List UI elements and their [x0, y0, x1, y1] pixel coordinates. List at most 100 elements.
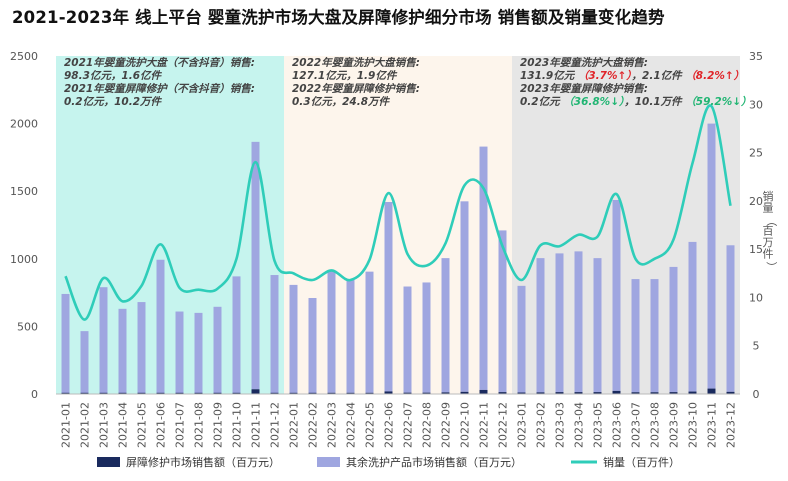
bar-barrier-2023-09: [669, 392, 678, 394]
annotation-line: 2023年婴童屏障修护销售:: [520, 82, 648, 95]
bar-other-2022-02: [308, 298, 317, 394]
x-tick-label: 2022-06: [383, 402, 396, 448]
bar-other-2023-11: [707, 123, 716, 389]
bar-barrier-2022-05: [365, 392, 374, 394]
bar-barrier-2021-11: [251, 389, 260, 394]
bar-other-2022-04: [346, 279, 355, 393]
annotation-segment: 127.1亿元，1.9亿件: [292, 69, 398, 82]
bar-other-2023-09: [669, 266, 678, 393]
annotation-segment: 2021年婴童洗护大盘（不含抖音）销售:: [64, 56, 255, 69]
annotations: 2021年婴童洗护大盘（不含抖音）销售:98.3亿元，1.6亿件2021年婴童屏…: [64, 56, 752, 108]
bar-other-2021-06: [156, 259, 165, 393]
y-right-label-char: ）: [765, 262, 778, 273]
legend: 屏障修护市场销售额（百万元） 其余洗护产品市场销售额（百万元） 销量（百万件）: [97, 455, 680, 469]
bar-other-2022-12: [498, 230, 507, 393]
x-tick-label: 2021-07: [174, 402, 187, 448]
legend-swatch: [317, 457, 340, 467]
y-right-tick: 15: [749, 243, 763, 256]
bar-barrier-2021-07: [175, 392, 184, 394]
bar-barrier-2022-09: [441, 392, 450, 394]
y-right-tick: 10: [749, 291, 763, 304]
bar-other-2021-08: [194, 312, 203, 394]
year-band-2022: [284, 56, 512, 394]
bar-other-2023-06: [612, 199, 621, 391]
annotation-segment: 0.3亿元，24.8万件: [292, 95, 391, 108]
bar-other-2022-03: [327, 270, 336, 393]
bar-other-2023-02: [536, 258, 545, 393]
y-right-tick: 5: [753, 340, 760, 353]
x-tick-label: 2022-02: [307, 402, 320, 448]
x-tick-label: 2023-05: [592, 402, 605, 448]
bar-other-2021-04: [118, 308, 127, 394]
bar-other-2021-05: [137, 302, 146, 394]
x-tick-label: 2022-12: [497, 402, 510, 448]
bar-barrier-2023-08: [650, 392, 659, 394]
annotation-segment: 0.2亿元: [520, 95, 563, 108]
y-right-tick: 30: [749, 98, 763, 111]
annotation-segment: （59.2%↓）: [685, 95, 751, 108]
bar-barrier-2022-10: [460, 391, 469, 394]
annotation-line: 0.2亿元 （36.8%↓），10.1万件 （59.2%↓）: [520, 95, 752, 108]
bar-other-2022-08: [422, 282, 431, 393]
bar-other-2021-01: [61, 293, 70, 394]
bar-barrier-2022-12: [498, 392, 507, 394]
y-right-label-char: 销: [763, 189, 774, 203]
x-tick-label: 2023-09: [668, 402, 681, 448]
x-tick-label: 2023-10: [687, 402, 700, 448]
y-right-label-char: 百: [763, 225, 774, 238]
x-tick-label: 2021-12: [269, 402, 282, 448]
annotation-line: 2021年婴童洗护大盘（不含抖音）销售:: [64, 56, 255, 69]
x-tick-label: 2023-07: [630, 402, 643, 448]
bar-other-2021-09: [213, 306, 222, 394]
annotation-line: 2023年婴童洗护大盘销售:: [520, 56, 648, 69]
y-left-tick: 0: [31, 388, 38, 401]
year-bands: [56, 56, 740, 394]
annotation-line: 0.3亿元，24.8万件: [292, 95, 391, 108]
annotation-segment: 2022年婴童洗护大盘销售:: [292, 56, 420, 69]
year-band-2021: [56, 56, 284, 394]
y-right-tick: 35: [749, 50, 763, 63]
x-tick-label: 2022-07: [402, 402, 415, 448]
bar-barrier-2021-09: [213, 392, 222, 394]
bar-barrier-2021-01: [61, 392, 70, 394]
bar-other-2022-07: [403, 286, 412, 393]
bar-barrier-2022-03: [327, 392, 336, 394]
bar-other-2021-03: [99, 287, 108, 394]
x-tick-label: 2023-03: [554, 402, 567, 448]
y-left-tick: 500: [17, 320, 38, 333]
bar-barrier-2023-01: [517, 392, 526, 394]
bars: [61, 123, 735, 394]
bar-other-2021-07: [175, 311, 184, 394]
bar-barrier-2023-11: [707, 388, 716, 394]
y-left-tick: 2500: [10, 50, 38, 63]
x-tick-label: 2021-06: [155, 402, 168, 448]
y-right-tick: 0: [753, 388, 760, 401]
x-tick-label: 2022-04: [345, 402, 358, 448]
bar-other-2021-10: [232, 276, 241, 393]
y-left-tick: 1500: [10, 185, 38, 198]
bar-barrier-2021-05: [137, 392, 146, 394]
bar-other-2022-11: [479, 146, 488, 390]
bar-barrier-2022-04: [346, 392, 355, 394]
x-tick-label: 2022-03: [326, 402, 339, 448]
y-right-tick: 20: [749, 195, 763, 208]
bar-other-2023-04: [574, 251, 583, 393]
legend-label: 屏障修护市场销售额（百万元）: [126, 455, 280, 469]
bar-barrier-2023-05: [593, 392, 602, 394]
bar-barrier-2022-11: [479, 389, 488, 394]
bar-barrier-2022-07: [403, 392, 412, 394]
bar-barrier-2023-03: [555, 392, 564, 394]
bar-other-2022-09: [441, 258, 450, 393]
bar-barrier-2022-02: [308, 392, 317, 394]
x-tick-label: 2022-01: [288, 402, 301, 448]
bar-barrier-2023-06: [612, 390, 621, 394]
bar-other-2021-11: [251, 141, 260, 390]
bar-barrier-2021-04: [118, 392, 127, 394]
x-tick-label: 2022-11: [478, 402, 491, 448]
x-tick-label: 2021-02: [79, 402, 92, 448]
bar-barrier-2021-03: [99, 392, 108, 394]
x-tick-label: 2021-11: [250, 402, 263, 448]
x-tick-label: 2023-08: [649, 402, 662, 448]
annotation-segment: 2023年婴童屏障修护销售:: [520, 82, 648, 95]
annotation-segment: 2022年婴童屏障修护销售:: [292, 82, 420, 95]
